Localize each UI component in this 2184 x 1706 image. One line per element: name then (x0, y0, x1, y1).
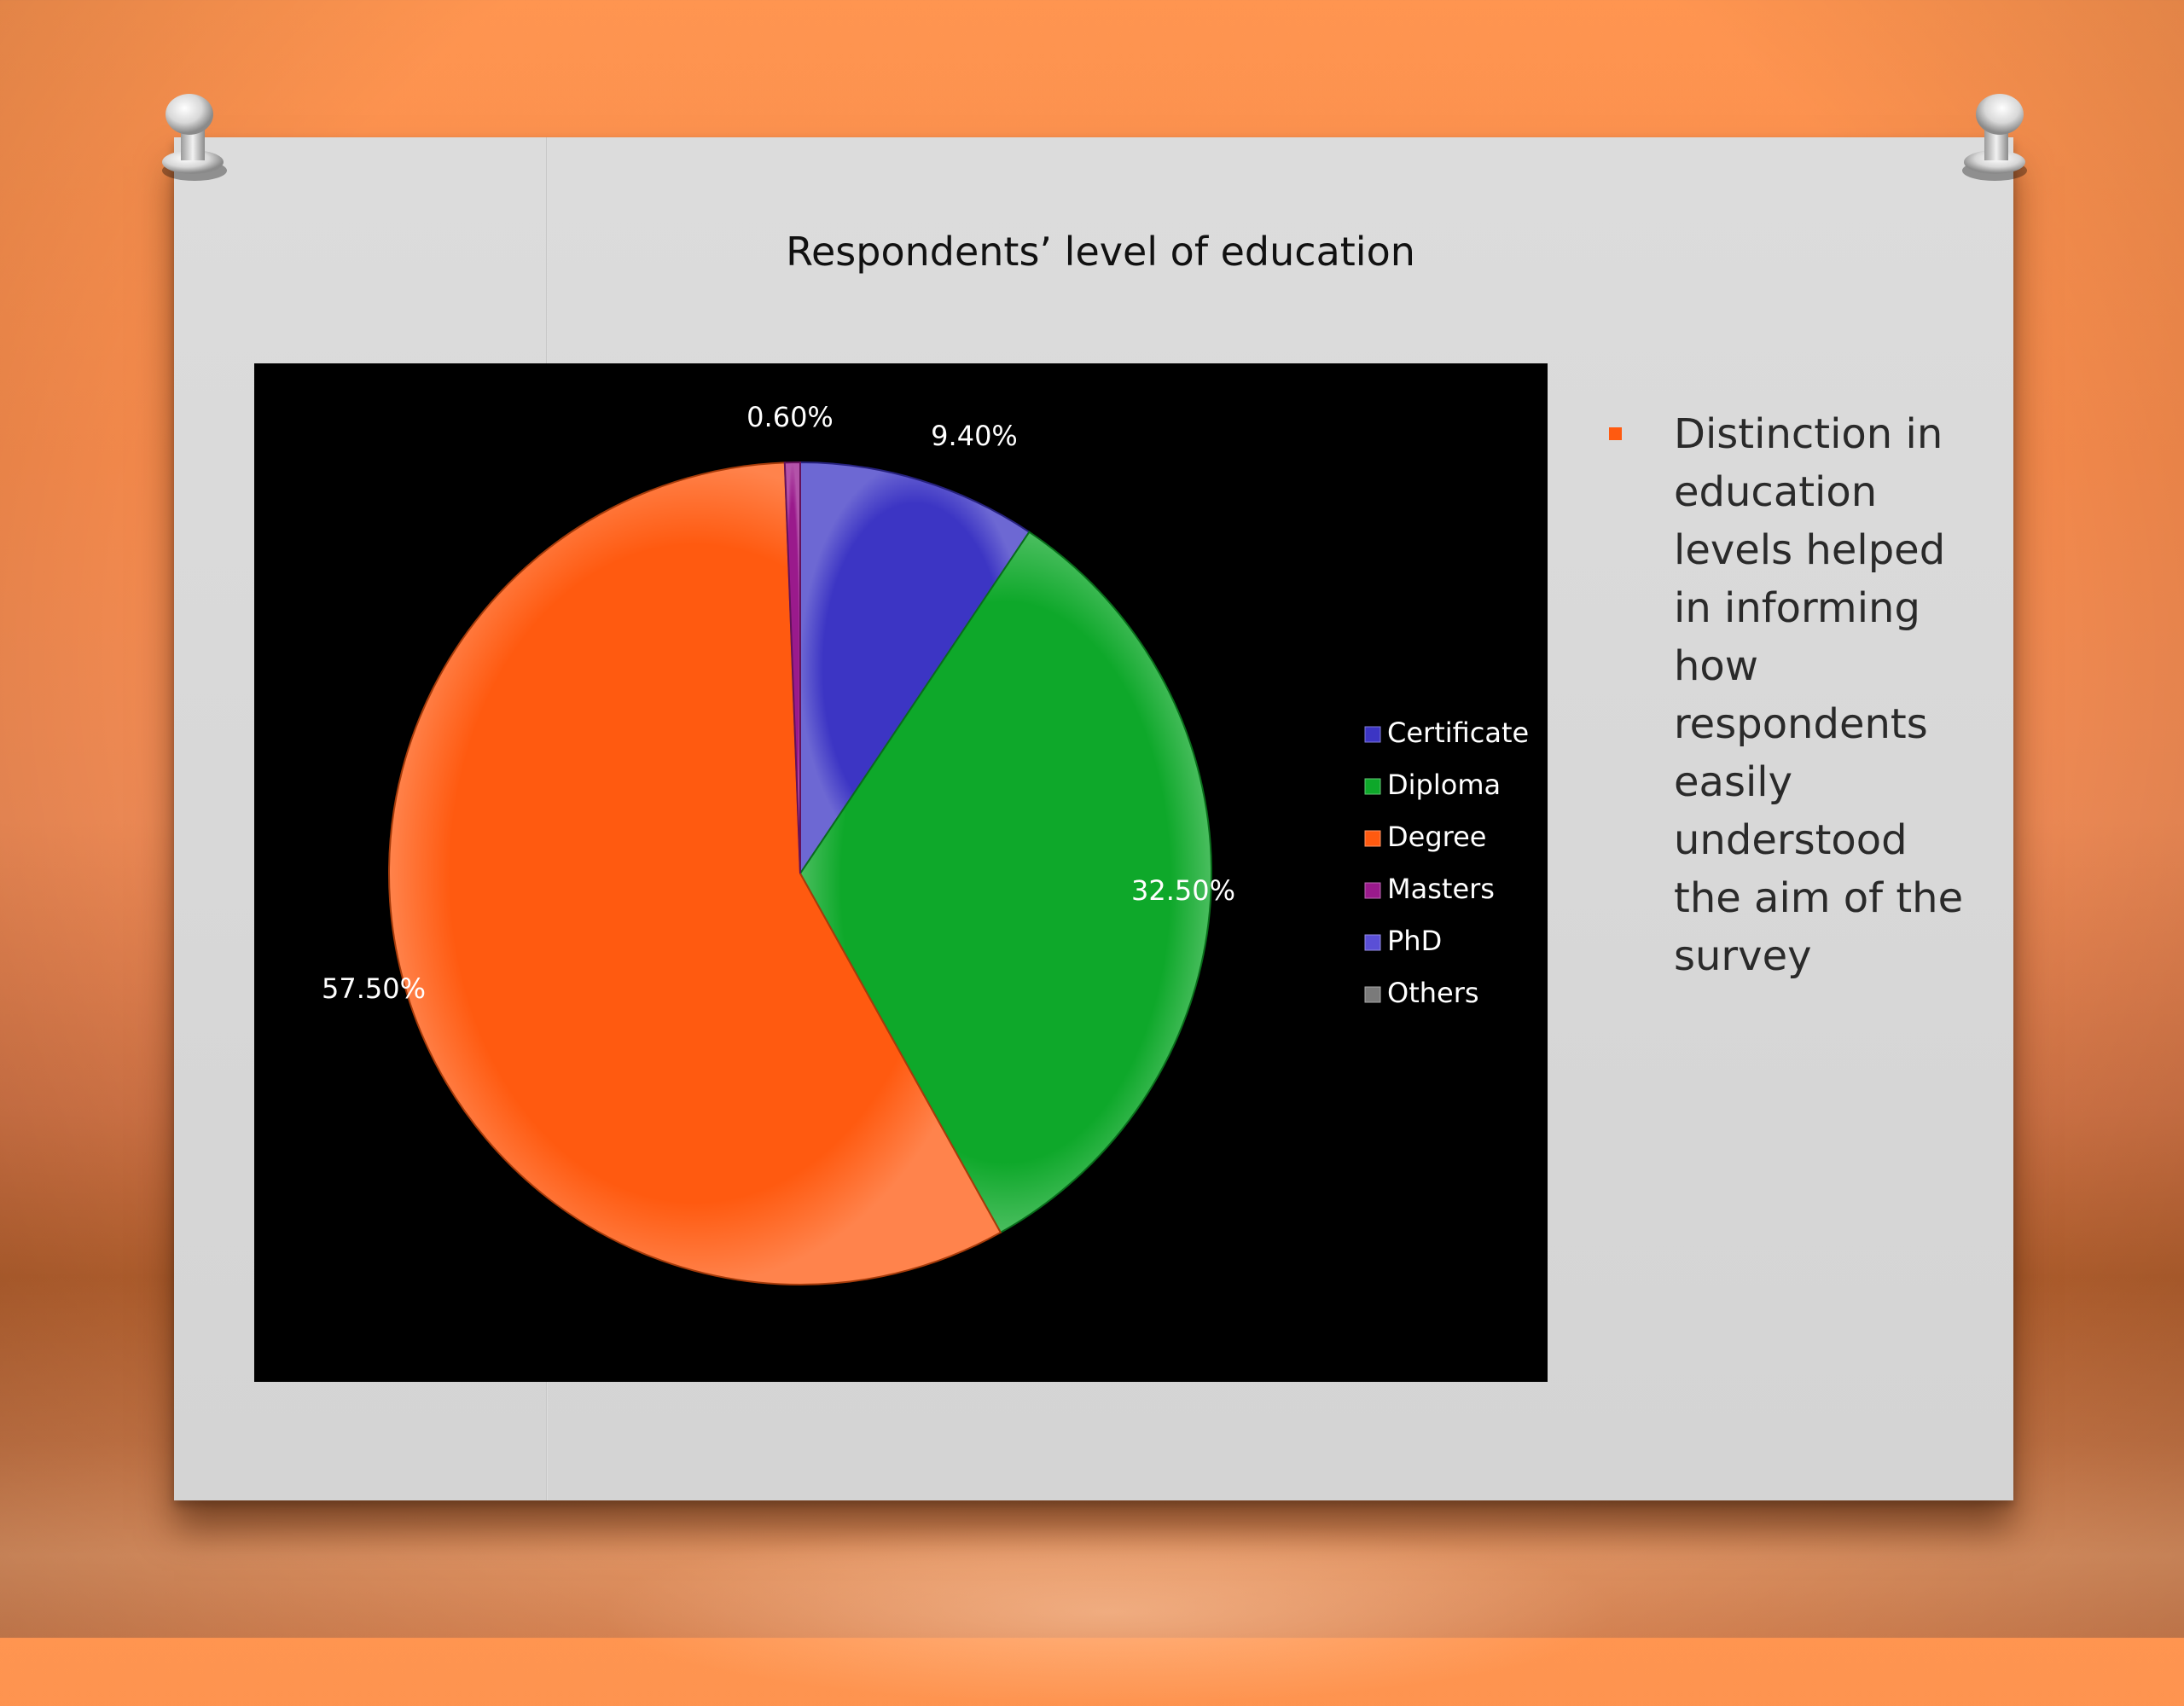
legend-swatch-degree (1364, 830, 1381, 847)
legend-swatch-phd (1364, 934, 1381, 951)
data-label-certificate: 9.40% (931, 420, 1018, 452)
legend-label-diploma: Diploma (1387, 769, 1501, 801)
legend-swatch-diploma (1364, 778, 1381, 795)
data-label-diploma: 32.50% (1131, 874, 1235, 907)
pie-slice-masters (783, 461, 801, 874)
pushpin-right-icon (1962, 94, 2027, 181)
data-label-degree: 57.50% (322, 972, 426, 1005)
legend-label-others: Others (1387, 977, 1479, 1009)
data-label-masters: 0.60% (746, 401, 834, 433)
legend-swatch-others (1364, 986, 1381, 1003)
chart-title: Respondents’ level of education (786, 229, 1415, 275)
legend-swatch-masters (1364, 882, 1381, 899)
legend-label-masters: Masters (1387, 873, 1495, 905)
background-glow (597, 1518, 1621, 1706)
pushpin-left-icon (162, 94, 227, 181)
pie-slice-certificate (799, 461, 1031, 877)
pie-chart: 9.40% 32.50% 57.50% 0.60% Certificate Diploma… (322, 401, 1529, 1285)
bullet-square-icon (1609, 427, 1622, 440)
chart-area: 9.40% 32.50% 57.50% 0.60% Certificate Diploma… (254, 363, 1548, 1382)
legend-label-degree: Degree (1387, 821, 1486, 853)
legend-label-certificate: Certificate (1387, 717, 1529, 749)
legend-label-phd: PhD (1387, 925, 1442, 957)
pie-slice-degree (388, 461, 1002, 1285)
legend-swatch-certificate (1364, 726, 1381, 743)
bullet-text: Distinction in education levels helped i… (1674, 410, 1964, 980)
